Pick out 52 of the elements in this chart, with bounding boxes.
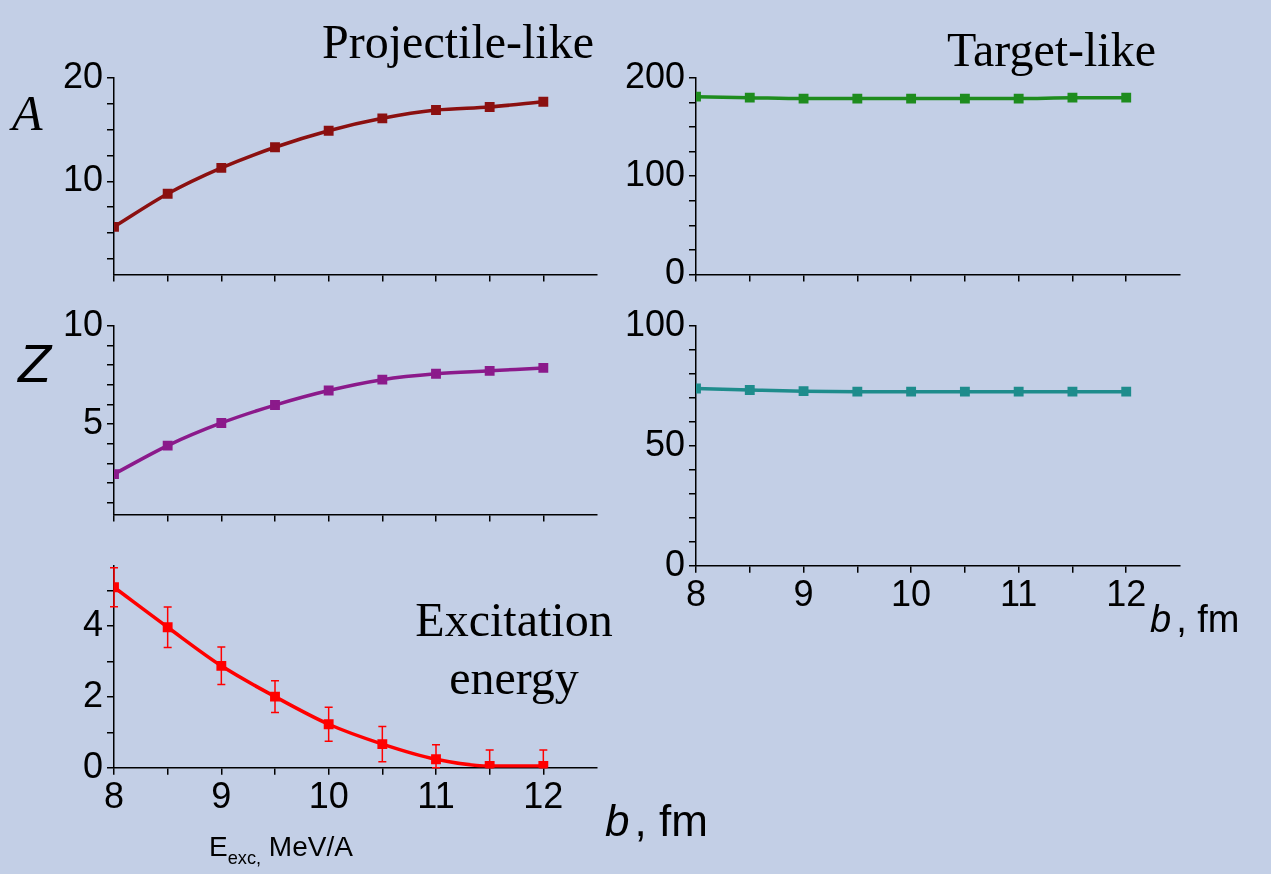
y-tick-label: 0 — [664, 542, 685, 584]
y-tick-label: 20 — [62, 54, 103, 96]
y-tick-label: 0 — [82, 744, 103, 786]
text: Excitation energy — [415, 593, 613, 704]
y-tick-label: 5 — [82, 400, 103, 442]
point — [270, 400, 280, 410]
point — [216, 163, 227, 173]
point — [431, 754, 441, 765]
point — [431, 105, 441, 115]
point — [538, 96, 549, 107]
y-tick-label: 0 — [664, 251, 685, 293]
point — [162, 188, 173, 199]
point — [377, 739, 388, 750]
x-tick-label: 11 — [999, 573, 1038, 615]
x-tick-label: 10 — [308, 775, 349, 817]
x-axis-title: b, fm — [1150, 597, 1240, 640]
point — [162, 622, 173, 633]
y-tick-label: 10 — [62, 158, 103, 200]
point — [216, 418, 227, 428]
y-axis-title: Z — [16, 333, 53, 393]
x-tick-label: 8 — [685, 573, 707, 615]
point — [377, 113, 388, 124]
point — [377, 374, 388, 385]
point — [323, 385, 334, 396]
chart-title: Target-like — [947, 23, 1156, 76]
point — [431, 368, 441, 379]
x-tick-label: 12 — [523, 775, 564, 817]
y-tick-label: 2 — [82, 673, 103, 715]
point — [323, 125, 334, 136]
point — [484, 102, 495, 112]
x-tick-label: 11 — [417, 775, 455, 817]
x-tick-label: 8 — [103, 775, 125, 817]
point — [538, 362, 549, 373]
y-axis-title: A — [9, 85, 43, 141]
x-tick-label: 9 — [211, 775, 232, 817]
x-axis-title: b, fm — [605, 795, 708, 845]
chart-title: Projectile-like — [322, 15, 594, 68]
y-tick-label: 200 — [624, 54, 685, 96]
point — [484, 365, 495, 376]
point — [270, 691, 280, 702]
point — [216, 660, 227, 671]
x-tick-label: 9 — [793, 573, 814, 615]
point — [162, 440, 173, 451]
y-tick-label: 50 — [644, 422, 685, 464]
y-tick-label: 100 — [624, 153, 685, 195]
point — [270, 142, 280, 153]
y-tick-label: 100 — [624, 302, 685, 344]
x-tick-label: 10 — [891, 573, 932, 615]
y-tick-label: 10 — [62, 302, 103, 344]
point — [323, 719, 334, 730]
y-tick-label: 4 — [82, 603, 103, 645]
x-tick-label: 12 — [1106, 573, 1147, 615]
